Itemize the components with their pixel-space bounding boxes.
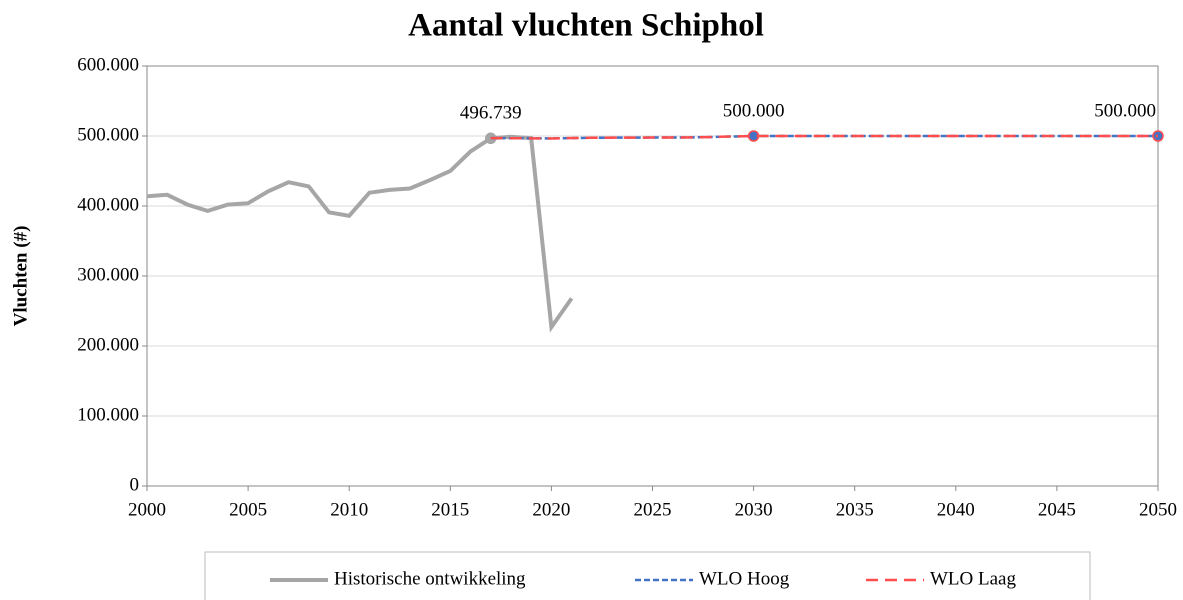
series-line	[146, 134, 574, 333]
x-tick-label: 2035	[836, 499, 874, 520]
x-tick-label: 2020	[532, 499, 570, 520]
x-tick-label: 2010	[330, 499, 368, 520]
data-label: 496.739	[460, 103, 522, 124]
legend-label: WLO Hoog	[699, 568, 790, 589]
y-tick-label: 200.000	[77, 334, 139, 355]
chart-title: Aantal vluchten Schiphol	[408, 8, 764, 44]
x-tick-label: 2040	[937, 499, 975, 520]
y-tick-label: 500.000	[77, 124, 139, 145]
legend-label: Historische ontwikkeling	[334, 568, 526, 589]
series-line	[490, 134, 1158, 140]
x-tick-label: 2030	[735, 499, 773, 520]
data-label: 500.000	[1094, 100, 1156, 121]
series-line	[490, 134, 1158, 140]
y-tick-label: 600.000	[77, 54, 139, 75]
x-tick-label: 2045	[1038, 499, 1076, 520]
y-axis-label: Vluchten (#)	[10, 226, 31, 327]
y-tick-label: 400.000	[77, 194, 139, 215]
y-tick-label: 100.000	[77, 404, 139, 425]
y-tick-label: 300.000	[77, 264, 139, 285]
legend-label: WLO Laag	[930, 568, 1016, 589]
x-tick-label: 2050	[1139, 499, 1177, 520]
legend-box	[204, 551, 1091, 600]
x-tick-label: 2005	[229, 499, 267, 520]
x-tick-label: 2000	[128, 499, 166, 520]
x-tick-label: 2025	[634, 499, 672, 520]
y-tick-label: 0	[130, 474, 140, 495]
x-tick-label: 2015	[431, 499, 469, 520]
data-label: 500.000	[723, 100, 785, 121]
